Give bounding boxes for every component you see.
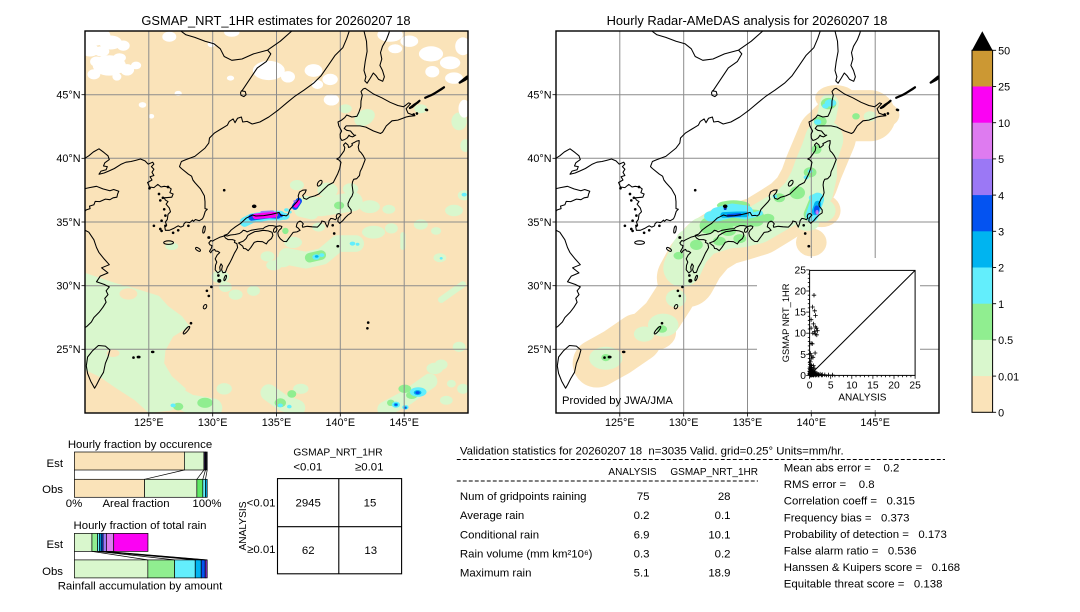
svg-text:ANALYSIS: ANALYSIS <box>238 501 249 550</box>
svg-text:15: 15 <box>364 497 377 509</box>
svg-text:Validation statistics for 2026: Validation statistics for 20260207 18 n=… <box>460 445 844 457</box>
svg-text:Num of gridpoints raining: Num of gridpoints raining <box>460 491 587 503</box>
svg-text:45°N: 45°N <box>56 90 80 102</box>
svg-text:20: 20 <box>795 287 807 298</box>
svg-text:Hourly fraction by occurence: Hourly fraction by occurence <box>68 439 212 451</box>
svg-text:2945: 2945 <box>296 497 321 509</box>
svg-text:0%: 0% <box>66 498 82 510</box>
svg-text:0.1: 0.1 <box>715 510 731 522</box>
svg-text:140°E: 140°E <box>797 417 827 429</box>
svg-text:0.5: 0.5 <box>998 335 1013 347</box>
svg-text:25: 25 <box>795 265 807 276</box>
svg-text:Obs: Obs <box>42 566 63 578</box>
svg-text:Equitable threat score = 0.1: Equitable threat score = 0.138 <box>784 579 943 591</box>
svg-text:RMS error = 0.8: RMS error = 0.8 <box>784 479 875 491</box>
svg-text:10: 10 <box>998 118 1010 130</box>
svg-text:≥0.01: ≥0.01 <box>247 544 275 556</box>
svg-text:40°N: 40°N <box>56 153 80 165</box>
svg-text:Est: Est <box>47 458 64 470</box>
svg-text:Hourly Radar-AMeDAS analysis f: Hourly Radar-AMeDAS analysis for 2026020… <box>607 13 888 28</box>
svg-text:Rain volume (mm km²10⁶): Rain volume (mm km²10⁶) <box>460 548 593 560</box>
svg-text:Hanssen & Kuipers score = 0.: Hanssen & Kuipers score = 0.168 <box>784 562 960 574</box>
svg-text:28: 28 <box>718 491 731 503</box>
svg-text:0: 0 <box>807 381 813 392</box>
svg-text:18.9: 18.9 <box>708 568 730 580</box>
svg-text:ANALYSIS: ANALYSIS <box>608 467 656 478</box>
svg-text:130°E: 130°E <box>198 417 228 429</box>
svg-text:140°E: 140°E <box>326 417 356 429</box>
svg-text:5: 5 <box>998 154 1004 166</box>
svg-text:Mean abs error = 0.2: Mean abs error = 0.2 <box>784 463 900 475</box>
svg-text:100%: 100% <box>192 498 221 510</box>
svg-text:125°E: 125°E <box>134 417 164 429</box>
svg-text:Areal fraction: Areal fraction <box>102 498 169 510</box>
svg-text:ANALYSIS: ANALYSIS <box>838 393 886 404</box>
svg-text:135°E: 135°E <box>733 417 763 429</box>
svg-text:5: 5 <box>800 350 806 361</box>
svg-text:35°N: 35°N <box>56 217 80 229</box>
svg-text:2: 2 <box>998 263 1004 275</box>
svg-text:25: 25 <box>998 82 1010 94</box>
svg-text:4: 4 <box>998 190 1004 202</box>
svg-text:135°E: 135°E <box>262 417 292 429</box>
svg-text:30°N: 30°N <box>56 281 80 293</box>
svg-text:Frequency bias = 0.373: Frequency bias = 0.373 <box>784 512 910 524</box>
svg-text:3: 3 <box>998 227 1004 239</box>
svg-text:GSMAP_NRT_1HR: GSMAP_NRT_1HR <box>670 467 758 478</box>
svg-text:Maximum rain: Maximum rain <box>460 568 532 580</box>
svg-text:0.2: 0.2 <box>715 548 731 560</box>
svg-text:Est: Est <box>47 539 64 551</box>
svg-text:13: 13 <box>364 545 377 557</box>
svg-text:50: 50 <box>998 46 1010 58</box>
svg-text:5.1: 5.1 <box>634 568 650 580</box>
svg-text:0.01: 0.01 <box>998 371 1019 383</box>
svg-text:GSMAP NRT_1HR: GSMAP NRT_1HR <box>781 283 791 362</box>
svg-text:10: 10 <box>846 381 858 392</box>
svg-text:GSMAP_NRT_1HR: GSMAP_NRT_1HR <box>293 448 382 459</box>
svg-text:0: 0 <box>998 408 1004 420</box>
svg-text:<0.01: <0.01 <box>247 497 276 509</box>
svg-text:Rainfall accumulation by amoun: Rainfall accumulation by amount <box>58 581 223 593</box>
svg-text:Obs: Obs <box>42 484 63 496</box>
svg-text:25°N: 25°N <box>527 344 551 356</box>
svg-text:10.1: 10.1 <box>708 529 730 541</box>
svg-text:25: 25 <box>909 381 921 392</box>
svg-text:35°N: 35°N <box>527 217 551 229</box>
svg-text:30°N: 30°N <box>527 281 551 293</box>
svg-text:40°N: 40°N <box>527 153 551 165</box>
svg-text:10: 10 <box>795 329 807 340</box>
svg-text:125°E: 125°E <box>605 417 635 429</box>
svg-text:62: 62 <box>302 545 315 557</box>
svg-text:Correlation coeff = 0.315: Correlation coeff = 0.315 <box>784 496 915 508</box>
svg-text:Average rain: Average rain <box>460 510 524 522</box>
svg-text:145°E: 145°E <box>389 417 419 429</box>
svg-text:0.2: 0.2 <box>634 510 650 522</box>
svg-text:5: 5 <box>828 381 834 392</box>
svg-text:15: 15 <box>795 308 807 319</box>
svg-text:0: 0 <box>800 371 806 382</box>
svg-text:20: 20 <box>888 381 900 392</box>
svg-text:15: 15 <box>867 381 879 392</box>
svg-text:0.3: 0.3 <box>634 548 650 560</box>
svg-text:Conditional rain: Conditional rain <box>460 529 539 541</box>
svg-text:Hourly fraction of total rain: Hourly fraction of total rain <box>74 520 207 532</box>
svg-text:45°N: 45°N <box>527 90 551 102</box>
svg-text:75: 75 <box>637 491 650 503</box>
svg-text:≥0.01: ≥0.01 <box>355 461 383 473</box>
svg-text:Provided by JWA/JMA: Provided by JWA/JMA <box>562 395 673 407</box>
svg-text:1: 1 <box>998 299 1004 311</box>
svg-text:Probability of detection = 0: Probability of detection = 0.173 <box>784 529 947 541</box>
svg-text:130°E: 130°E <box>669 417 699 429</box>
svg-text:<0.01: <0.01 <box>293 461 322 473</box>
svg-text:25°N: 25°N <box>56 344 80 356</box>
svg-text:False alarm ratio = 0.536: False alarm ratio = 0.536 <box>784 546 917 558</box>
svg-text:6.9: 6.9 <box>634 529 650 541</box>
svg-text:GSMAP_NRT_1HR estimates for 20: GSMAP_NRT_1HR estimates for 20260207 18 <box>141 13 410 28</box>
svg-text:145°E: 145°E <box>860 417 890 429</box>
